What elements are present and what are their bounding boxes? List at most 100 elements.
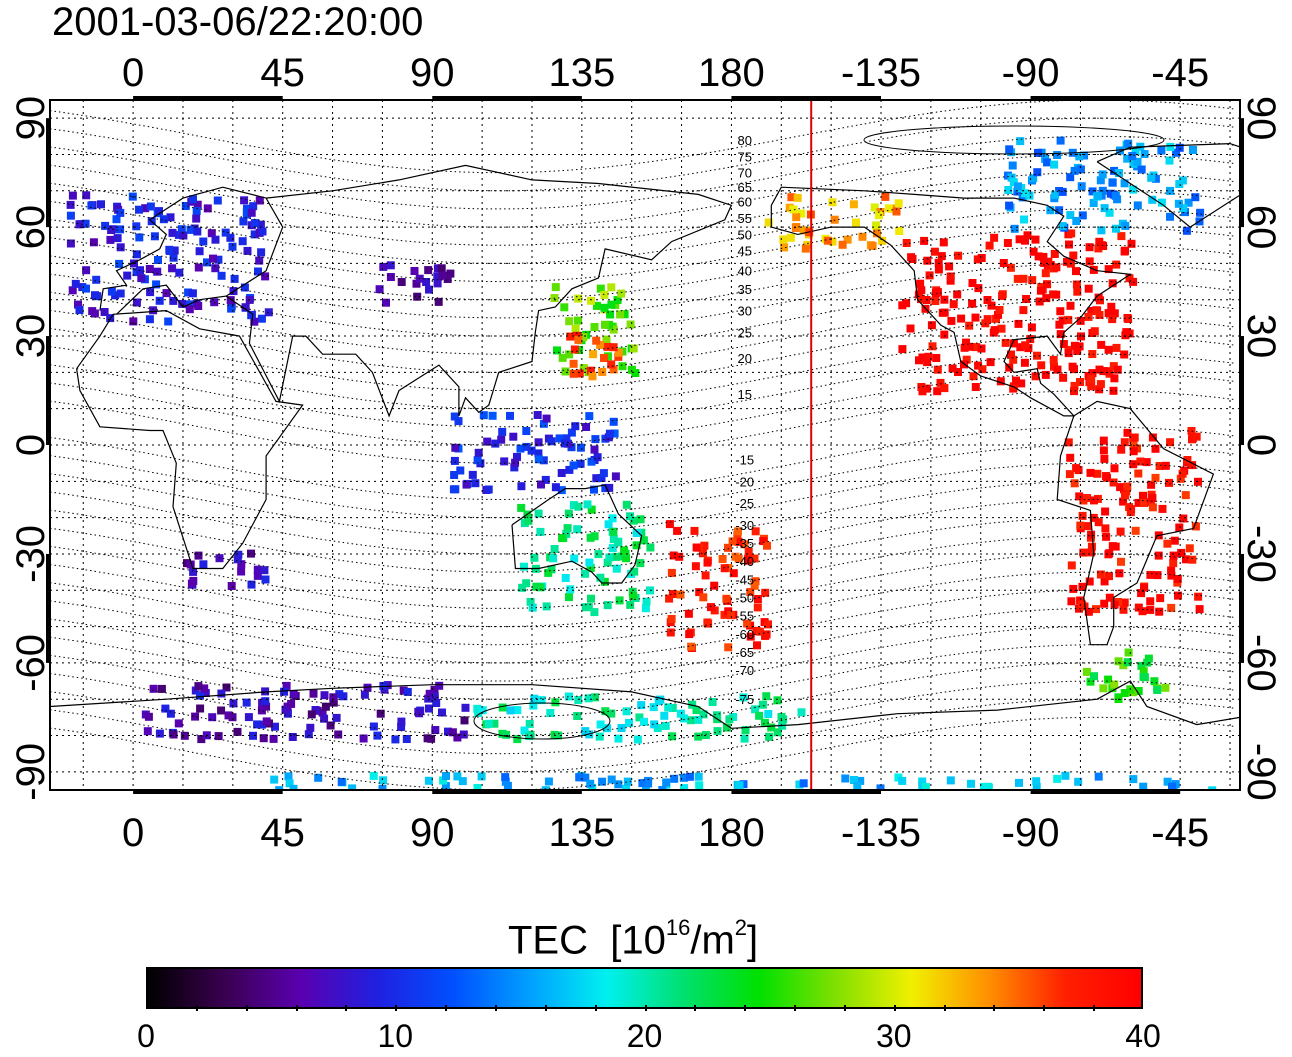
tec-region-south-pole-band	[270, 771, 1217, 790]
tec-cell	[947, 316, 956, 325]
contour-label: 40	[737, 264, 751, 279]
tec-cell	[284, 772, 293, 781]
tec-cell	[193, 227, 202, 236]
tec-cell	[1109, 386, 1118, 395]
tec-cell	[91, 291, 99, 300]
tec-cell	[1153, 686, 1162, 694]
tec-cell	[275, 786, 284, 790]
tec-cell	[1163, 777, 1172, 786]
tec-map: 8075706560555045403530252015-15-20-25-30…	[9, 51, 1283, 855]
tec-cell	[1139, 667, 1148, 676]
tec-cell	[1043, 158, 1051, 167]
colorbar-minor-tick	[794, 1005, 797, 1011]
tec-cell	[1105, 572, 1113, 581]
tec-cell	[1196, 208, 1205, 217]
tec-cell	[89, 238, 98, 247]
tec-cell	[1059, 373, 1068, 382]
tec-cell	[1099, 446, 1108, 455]
tec-cell	[473, 456, 482, 465]
tec-cell	[503, 781, 512, 790]
y-tick-label-left: -60	[9, 634, 53, 692]
tec-cell	[314, 773, 323, 782]
tec-cell	[751, 527, 760, 536]
tec-cell	[962, 355, 971, 364]
frame-bar-top	[432, 96, 582, 100]
tec-cell	[978, 365, 987, 374]
tec-cell	[359, 734, 368, 743]
tec-cell	[233, 555, 242, 564]
tec-cell	[271, 722, 279, 731]
tec-cell	[622, 784, 631, 790]
tec-cell	[1067, 229, 1076, 238]
tec-cell	[1161, 683, 1170, 692]
tec-cell	[1094, 192, 1102, 201]
tec-cell	[1120, 598, 1129, 607]
tec-cell	[66, 211, 75, 220]
tec-cell	[607, 360, 616, 369]
tec-cell	[573, 712, 582, 720]
tec-cell	[1166, 142, 1175, 151]
tec-cell	[1076, 596, 1085, 605]
tec-cell	[386, 261, 395, 270]
tec-cell	[1087, 307, 1096, 315]
tec-cell	[1001, 338, 1010, 347]
tec-cell	[1005, 145, 1014, 154]
tec-cell	[453, 733, 462, 742]
tec-cell	[610, 429, 619, 438]
contour-label: 70	[737, 166, 751, 181]
tec-cell	[561, 367, 570, 376]
timestamp-label: 2001-03-06/22:20:00	[52, 0, 424, 44]
y-tick-label-right: 30	[1239, 314, 1283, 359]
y-tick-label-right: -90	[1239, 743, 1283, 801]
tec-cell	[243, 246, 252, 255]
tec-cell	[841, 774, 850, 783]
tec-cell	[446, 269, 455, 278]
tec-cell	[116, 225, 125, 234]
tec-cell	[965, 321, 974, 330]
tec-cell	[174, 230, 183, 239]
tec-cell	[288, 733, 297, 741]
tec-cell	[670, 774, 679, 783]
tec-cell	[432, 699, 441, 707]
tec-cell	[613, 296, 622, 305]
tec-cell	[320, 691, 329, 700]
tec-cell	[1134, 498, 1143, 507]
tec-cell	[71, 279, 80, 288]
tec-cell	[369, 722, 378, 731]
tec-cell	[713, 727, 722, 736]
tec-cell	[233, 727, 242, 736]
tec-region-antarctic-west	[141, 681, 470, 744]
tec-cell	[591, 435, 600, 444]
x-tick-label-top: -135	[841, 51, 921, 95]
tec-cell	[242, 698, 251, 707]
frame-bar-left	[46, 336, 50, 445]
tec-cell	[376, 709, 385, 718]
tec-cell	[532, 582, 541, 591]
tec-cell	[199, 560, 208, 569]
tec-cell	[259, 734, 268, 743]
tec-cell	[692, 543, 701, 552]
tec-cell	[1086, 468, 1095, 477]
tec-cell	[369, 771, 378, 780]
tec-cell	[1155, 462, 1164, 470]
tec-cell	[667, 568, 676, 577]
tec-cell	[872, 221, 881, 230]
tec-cell	[600, 303, 609, 312]
y-tick-label-right: 0	[1239, 434, 1283, 456]
tec-cell	[115, 259, 124, 268]
tec-cell	[250, 219, 259, 228]
tec-cell	[1191, 522, 1200, 531]
tec-cell	[999, 259, 1008, 267]
tec-cell	[237, 567, 246, 576]
tec-cell	[269, 734, 278, 743]
tec-cell	[799, 779, 808, 788]
tec-cell	[586, 366, 595, 375]
tec-cell	[998, 291, 1007, 300]
tec-cell	[908, 255, 917, 263]
tec-cell	[1129, 159, 1138, 168]
tec-cell	[612, 564, 621, 573]
tec-cell	[329, 698, 338, 707]
tec-cell	[972, 343, 981, 352]
tec-cell	[680, 784, 688, 790]
